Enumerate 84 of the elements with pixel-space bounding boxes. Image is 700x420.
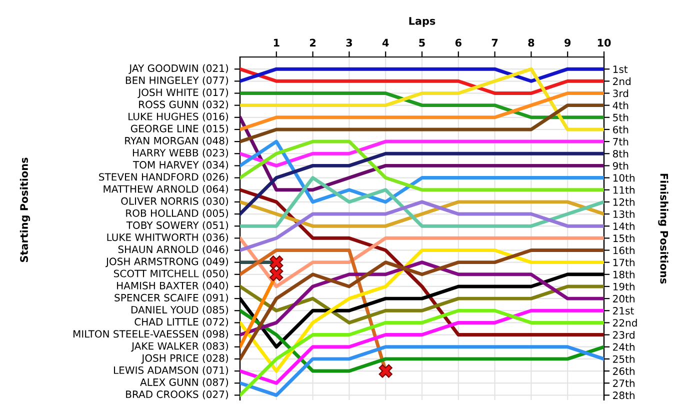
text: BEN HINGELEY (077) — [126, 76, 228, 86]
y2-tick-label: 5th — [613, 114, 628, 122]
text: SHAUN ARNOLD (046) — [118, 245, 228, 254]
line-series — [240, 116, 604, 192]
y2-tick-label: 12th — [613, 198, 634, 206]
text: RYAN MORGAN (048) — [125, 136, 228, 146]
y2-tick-label: 27th — [613, 379, 634, 387]
x-axis-title: Laps — [409, 17, 436, 27]
y2-tick-label: 7th — [613, 138, 628, 146]
y2-tick-label: 28th — [613, 391, 634, 400]
text: JAY GOODWIN (021) — [128, 64, 228, 74]
text: JOSH ARMSTRONG (049) — [106, 257, 228, 268]
text: STEVEN HANDFORD (026) — [99, 172, 228, 182]
y2-tick-label: 19th — [613, 282, 634, 290]
text: CHAD LITTLE (072) — [134, 318, 228, 327]
line-series — [240, 284, 604, 324]
line-series — [240, 200, 604, 252]
text: MILTON STEELE-VAESSEN (098) — [74, 330, 228, 339]
text: HARRY WEBB (023) — [132, 148, 228, 158]
y2-tick-label: 24th — [613, 343, 634, 351]
x-tick-label: 5 — [419, 38, 425, 47]
y2-tick-label: 2nd — [613, 77, 630, 86]
text: ROSS GUNN (032) — [139, 100, 228, 110]
y2-tick-label: 16th — [613, 246, 634, 254]
y2-tick-label: 1st — [613, 66, 628, 74]
line-series — [240, 308, 604, 373]
y2-tick-label: 25th — [613, 355, 634, 363]
text: DANIEL YOUD (085) — [131, 306, 228, 315]
y2-tick-label: 9th — [612, 162, 628, 170]
y2-tick-label: 6th — [613, 126, 628, 134]
y2-tick-label: 10th — [613, 174, 634, 182]
y2-tick-label: 21st — [613, 307, 634, 315]
x-tick-label: 8 — [528, 38, 534, 47]
x-tick-label: 10 — [598, 38, 611, 47]
y2-tick-label: 22nd — [613, 318, 637, 327]
y2-tick-label: 26th — [613, 367, 634, 375]
y2-tick-label: 14th — [613, 222, 634, 230]
line-series — [240, 140, 604, 192]
x-tick-label: 9 — [564, 38, 571, 47]
y2-tick-label: 23rd — [613, 330, 634, 339]
text: MATTHEW ARNOLD (064) — [104, 185, 228, 194]
y2-tick-label: 8th — [613, 150, 628, 158]
y2-tick-label: 3rd — [613, 89, 628, 98]
x-tick-label: 2 — [310, 38, 316, 46]
text: SCOTT MITCHELL (050) — [114, 270, 228, 278]
x-tick-label: 3 — [346, 38, 352, 47]
text: ALEX GUNN (087) — [140, 378, 228, 388]
y2-tick-label: 11th — [613, 186, 634, 194]
text: LUKE WHITWORTH (036) — [107, 233, 228, 242]
text: BRAD CROOKS (027) — [126, 390, 228, 400]
y2-tick-label: 18th — [613, 270, 634, 278]
text: JOSH WHITE (017) — [138, 88, 228, 98]
text: GEORGE LINE (015) — [130, 124, 228, 134]
y2-tick-label: 13th — [613, 210, 634, 218]
x-tick-label: 7 — [492, 38, 498, 46]
y2-tick-label: 17th — [613, 258, 634, 266]
text: JOSH PRICE (028) — [141, 354, 228, 364]
point — [270, 256, 284, 270]
text: HAMISH BAXTER (040) — [117, 282, 228, 291]
x-tick-label: 4 — [382, 38, 389, 46]
text: Starting Positions — [20, 158, 30, 262]
text: ROB HOLLAND (005) — [126, 209, 228, 218]
text: OLIVER NORRIS (030) — [121, 197, 228, 206]
text: TOBY SOWERY (051) — [126, 221, 228, 230]
line-series — [240, 152, 604, 216]
line-series — [240, 140, 604, 204]
point — [378, 364, 392, 378]
point — [270, 268, 284, 282]
x-tick-label: 6 — [455, 38, 462, 47]
line-series — [240, 260, 604, 337]
y2-tick-label: 20th — [613, 294, 634, 302]
text: LEWIS ADAMSON (071) — [114, 366, 228, 376]
y2-tick-label: 15th — [613, 234, 634, 242]
y2-axis-title: Finishing Positions — [658, 174, 668, 284]
line-series — [240, 67, 604, 132]
text: SPENCER SCAIFE (091) — [114, 294, 228, 303]
text: LUKE HUGHES (016) — [128, 112, 228, 122]
text: TOM HARVEY (034) — [132, 160, 228, 170]
line-series — [240, 176, 604, 228]
y2-tick-label: 4th — [612, 102, 628, 110]
line-series — [240, 345, 604, 397]
line-series — [240, 91, 604, 132]
text: JAKE WALKER (083) — [131, 342, 228, 352]
x-tick-label: 1 — [274, 38, 280, 46]
